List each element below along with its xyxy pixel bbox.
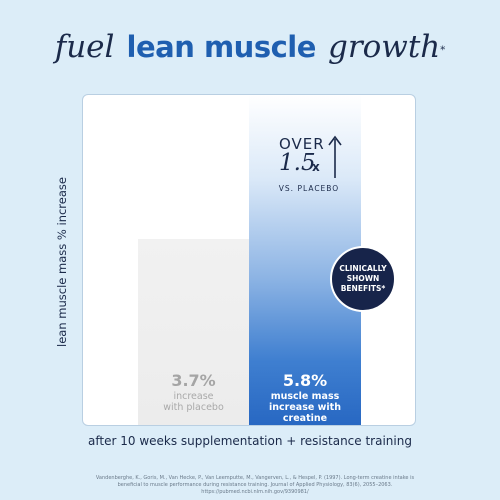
bar-label-creatine-line2: increase with creatine: [269, 402, 341, 424]
bar-label-placebo: increase with placebo: [138, 391, 249, 413]
bar-value-placebo: 3.7%: [171, 371, 216, 390]
title-bold: lean muscle: [126, 30, 317, 64]
callout-multiplier: 1.5: [279, 150, 316, 176]
callout-vs-placebo: VS. PLACEBO: [278, 184, 340, 193]
bar-label-creatine-line1: muscle mass: [270, 391, 340, 402]
y-axis-label: lean muscle mass % increase: [55, 177, 69, 347]
bar-label-creatine: muscle mass increase with creatine: [249, 391, 361, 424]
up-arrow-icon: [328, 135, 342, 178]
bar-placebo: [138, 239, 249, 425]
badge-line3: BENEFITS*: [340, 284, 386, 293]
bar-label-placebo-line2: with placebo: [163, 402, 224, 413]
title-script-growth: growth: [327, 29, 441, 65]
x-axis-label: after 10 weeks supplementation + resista…: [88, 434, 412, 448]
title-asterisk: *: [440, 45, 446, 56]
bar-label-placebo-line1: increase: [173, 391, 214, 402]
badge-line1: CLINICALLY: [339, 264, 387, 273]
callout-over: OVER: [279, 135, 325, 153]
callout-x: x: [312, 160, 320, 174]
page-title: fuel lean muscle growth*: [0, 24, 500, 75]
bar-value-creatine: 5.8%: [282, 371, 328, 390]
title-script-fuel: fuel: [54, 29, 115, 65]
citation: Vandenberghe, K., Goris, M., Van Hecke, …: [95, 475, 415, 495]
badge-line2: SHOWN: [346, 274, 380, 283]
clinically-shown-badge: CLINICALLY SHOWN BENEFITS*: [330, 246, 396, 312]
